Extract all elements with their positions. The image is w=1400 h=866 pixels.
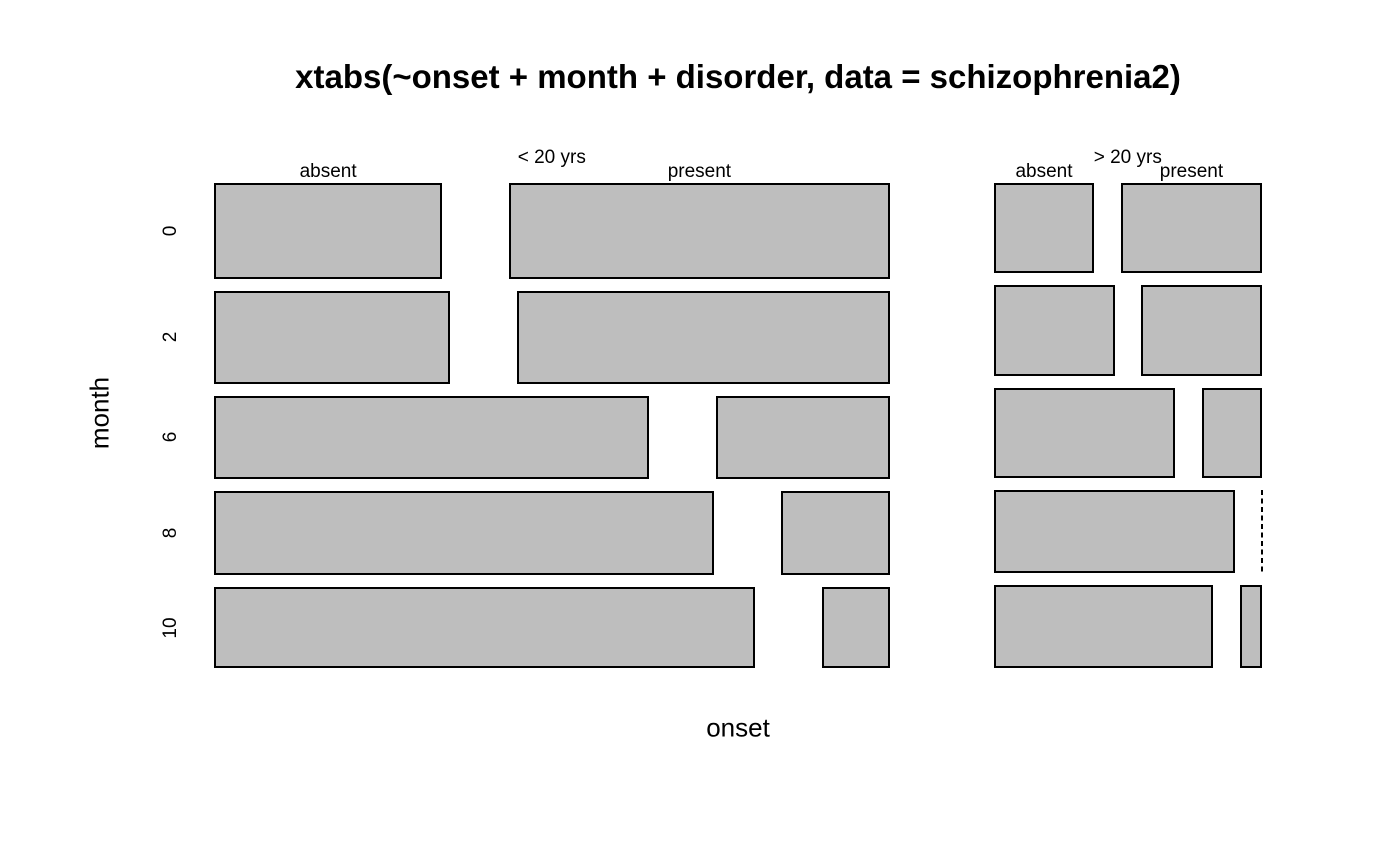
mosaic-cell [1240, 585, 1262, 668]
mosaic-cell [516, 290, 890, 384]
mosaic-cell [509, 183, 890, 279]
mosaic-cell [214, 395, 649, 480]
mosaic-cell [1201, 387, 1262, 479]
onset-panel-label: > 20 yrs [1093, 147, 1162, 168]
month-tick-label: 10 [160, 617, 181, 639]
mosaic-cell [715, 395, 890, 480]
mosaic-cell [993, 387, 1175, 479]
month-tick-label: 2 [160, 331, 181, 343]
month-tick-label: 0 [160, 225, 181, 237]
month-tick-label: 6 [160, 432, 181, 443]
mosaic-cell [993, 183, 1095, 274]
disorder-column-label: absent [1015, 161, 1073, 182]
mosaic-cell [993, 490, 1236, 574]
mosaic-cell [214, 290, 450, 384]
mosaic-cell [214, 587, 756, 668]
y-axis-label: month [84, 376, 115, 450]
disorder-column-label: absent [299, 161, 357, 182]
mosaic-cell [993, 285, 1115, 376]
zero-count-cell-dashed [1261, 490, 1263, 574]
mosaic-cell [780, 491, 890, 576]
month-tick-label: 8 [160, 527, 181, 539]
x-axis-label: onset [706, 712, 770, 743]
mosaic-cell [1141, 285, 1262, 376]
mosaic-cell [1120, 183, 1262, 274]
onset-panel-label: < 20 yrs [517, 147, 586, 168]
mosaic-cell [821, 587, 890, 668]
mosaic-cell [993, 585, 1214, 668]
disorder-column-label: present [667, 161, 732, 182]
chart-title: xtabs(~onset + month + disorder, data = … [295, 58, 1181, 95]
mosaic-cell [214, 183, 443, 279]
mosaic-cell [214, 491, 715, 576]
disorder-column-label: present [1159, 161, 1224, 182]
